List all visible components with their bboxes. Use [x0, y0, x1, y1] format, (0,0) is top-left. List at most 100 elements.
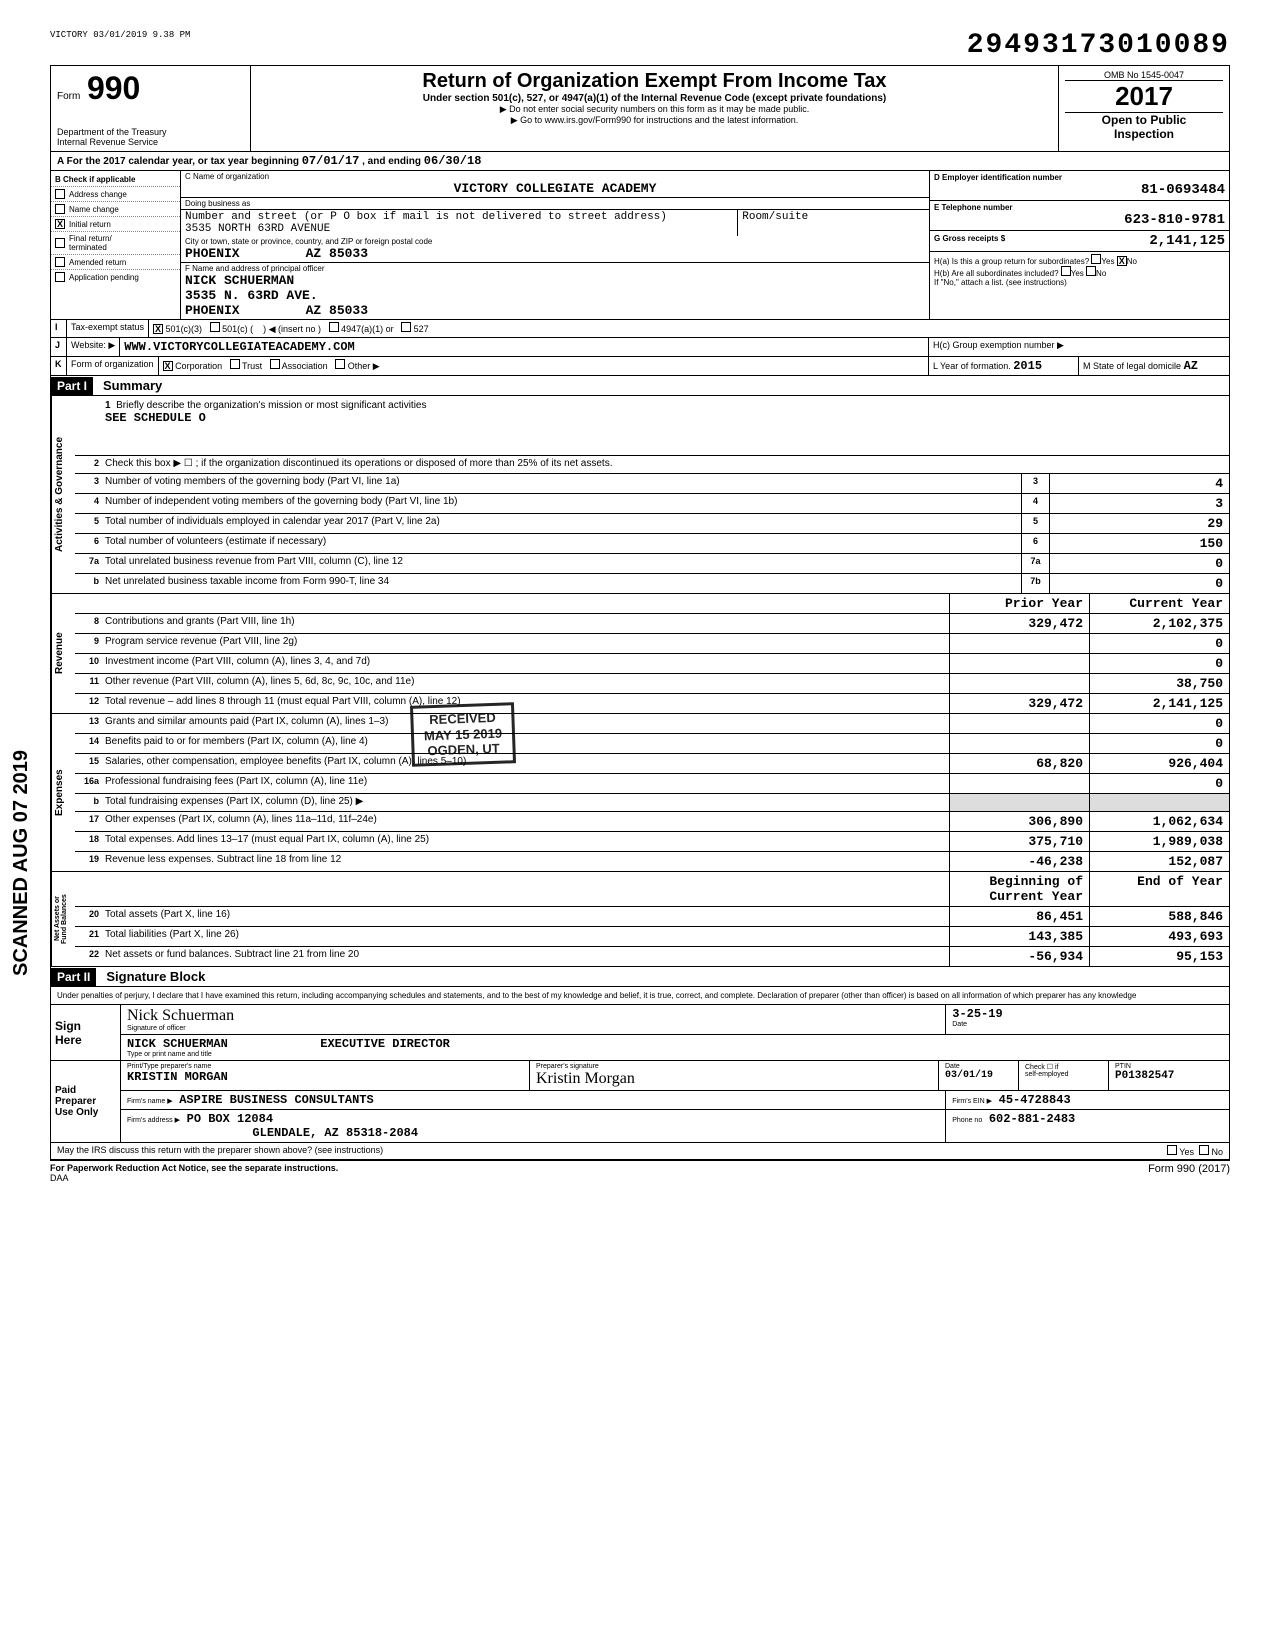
officer-state-zip: AZ 85033 — [306, 303, 368, 318]
line13-prior — [949, 714, 1089, 733]
part-i-tag: Part I — [51, 377, 93, 395]
line16b-current — [1089, 794, 1229, 811]
line4-val: 3 — [1049, 494, 1229, 513]
check-amended[interactable]: Amended return — [51, 254, 180, 269]
net-assets-side-label: Net Assets or Fund Balances — [51, 872, 75, 966]
part-ii-tag: Part II — [51, 968, 96, 986]
line10: Investment income (Part VIII, column (A)… — [101, 654, 949, 673]
line12: Total revenue – add lines 8 through 11 (… — [101, 694, 949, 713]
line11: Other revenue (Part VIII, column (A), li… — [101, 674, 949, 693]
h-a: H(a) Is this a group return for subordin… — [934, 254, 1225, 266]
line21: Total liabilities (Part X, line 26) — [101, 927, 949, 946]
scanned-stamp: SCANNED AUG 07 2019 — [10, 750, 33, 976]
tax-year: 2017 — [1065, 81, 1223, 112]
line19-current: 152,087 — [1089, 852, 1229, 871]
check-address-change[interactable]: Address change — [51, 186, 180, 201]
prep-date-label: Date — [945, 1063, 1012, 1070]
line-a-end: 06/30/18 — [424, 154, 482, 168]
prep-signature: Kristin Morgan — [536, 1070, 932, 1088]
org-name: VICTORY COLLEGIATE ACADEMY — [185, 181, 925, 196]
sig-date: 3-25-19 — [952, 1007, 1223, 1021]
line9-current: 0 — [1089, 634, 1229, 653]
inspection: Inspection — [1114, 127, 1174, 141]
line7b: Net unrelated business taxable income fr… — [101, 574, 1021, 593]
line19-prior: -46,238 — [949, 852, 1089, 871]
line3: Number of voting members of the governin… — [101, 474, 1021, 493]
col-begin: Beginning of Current Year — [949, 872, 1089, 906]
line21-current: 493,693 — [1089, 927, 1229, 946]
officer-name: NICK SCHUERMAN — [185, 273, 925, 288]
row-j-label: Website: ▶ — [67, 338, 120, 356]
prep-sig-label: Preparer's signature — [536, 1063, 932, 1070]
row-k-options: X Corporation Trust Association Other ▶ — [159, 357, 929, 375]
line7a: Total unrelated business revenue from Pa… — [101, 554, 1021, 573]
line18: Total expenses. Add lines 13–17 (must eq… — [101, 832, 949, 851]
line17: Other expenses (Part IX, column (A), lin… — [101, 812, 949, 831]
ptin: P01382547 — [1115, 1070, 1223, 1082]
line22-current: 95,153 — [1089, 947, 1229, 966]
dba-label: Doing business as — [185, 199, 925, 208]
line18-prior: 375,710 — [949, 832, 1089, 851]
firm-addr-label: Firm's address ▶ — [127, 1117, 180, 1124]
org-info-block: B Check if applicable Address change Nam… — [50, 171, 1230, 320]
check-final-return[interactable]: Final return/ terminated — [51, 231, 180, 254]
line16a-prior — [949, 774, 1089, 793]
line3-val: 4 — [1049, 474, 1229, 493]
phone: 623-810-9781 — [934, 212, 1225, 228]
line16a-current: 0 — [1089, 774, 1229, 793]
line11-current: 38,750 — [1089, 674, 1229, 693]
line6-val: 150 — [1049, 534, 1229, 553]
line8-prior: 329,472 — [949, 614, 1089, 633]
room-label: Room/suite — [742, 211, 925, 223]
line10-current: 0 — [1089, 654, 1229, 673]
line13: Grants and similar amounts paid (Part IX… — [101, 714, 949, 733]
firm-name: ASPIRE BUSINESS CONSULTANTS — [179, 1093, 373, 1107]
line13-current: 0 — [1089, 714, 1229, 733]
check-name-change[interactable]: Name change — [51, 201, 180, 216]
ein: 81-0693484 — [934, 182, 1225, 198]
form-number: 990 — [87, 70, 140, 106]
line16b-prior — [949, 794, 1089, 811]
line1-desc: Briefly describe the organization's miss… — [116, 400, 426, 411]
check-self-emp: Check ☐ ifself-employed — [1025, 1063, 1102, 1078]
line21-prior: 143,385 — [949, 927, 1089, 946]
row-k-lead: K — [51, 357, 67, 375]
form-header: Form 990 Department of the Treasury Inte… — [50, 65, 1230, 152]
line7a-val: 0 — [1049, 554, 1229, 573]
e-label: E Telephone number — [934, 203, 1225, 212]
form-word: Form — [57, 91, 80, 102]
sign-here-label: Sign Here — [51, 1005, 121, 1060]
part-ii-title: Signature Block — [96, 967, 215, 986]
expenses-side-label: Expenses — [51, 714, 75, 871]
paid-preparer-label: Paid Preparer Use Only — [51, 1061, 121, 1142]
check-application-pending[interactable]: Application pending — [51, 269, 180, 284]
note-url: ▶ Go to www.irs.gov/Form990 for instruct… — [257, 115, 1052, 126]
officer-signature: Nick Schuerman — [127, 1007, 939, 1025]
line3-box: 3 — [1021, 474, 1049, 493]
col-end: End of Year — [1089, 872, 1229, 906]
prep-date: 03/01/19 — [945, 1070, 1012, 1081]
line7b-box: 7b — [1021, 574, 1049, 593]
state-domicile: M State of legal domicile AZ — [1079, 357, 1229, 375]
line22: Net assets or fund balances. Subtract li… — [101, 947, 949, 966]
firm-phone: 602-881-2483 — [989, 1112, 1075, 1126]
line20: Total assets (Part X, line 16) — [101, 907, 949, 926]
check-initial-return[interactable]: XInitial return — [51, 216, 180, 231]
line15-current: 926,404 — [1089, 754, 1229, 773]
document-number: 29493173010089 — [967, 30, 1230, 61]
firm-addr1: PO BOX 12084 — [187, 1112, 273, 1126]
perjury-statement: Under penalties of perjury, I declare th… — [51, 987, 1229, 1005]
line17-current: 1,062,634 — [1089, 812, 1229, 831]
dept-label: Department of the Treasury — [57, 127, 244, 137]
line15: Salaries, other compensation, employee b… — [101, 754, 949, 773]
line16b: Total fundraising expenses (Part IX, col… — [101, 794, 949, 811]
line8-current: 2,102,375 — [1089, 614, 1229, 633]
line4-box: 4 — [1021, 494, 1049, 513]
d-label: D Employer identification number — [934, 173, 1225, 182]
discuss-yesno[interactable]: Yes No — [1167, 1145, 1223, 1157]
timestamp: VICTORY 03/01/2019 9.38 PM — [50, 30, 190, 40]
line1-val: SEE SCHEDULE O — [105, 411, 206, 425]
line19: Revenue less expenses. Subtract line 18 … — [101, 852, 949, 871]
omb-number: OMB No 1545-0047 — [1065, 70, 1223, 81]
line14-current: 0 — [1089, 734, 1229, 753]
